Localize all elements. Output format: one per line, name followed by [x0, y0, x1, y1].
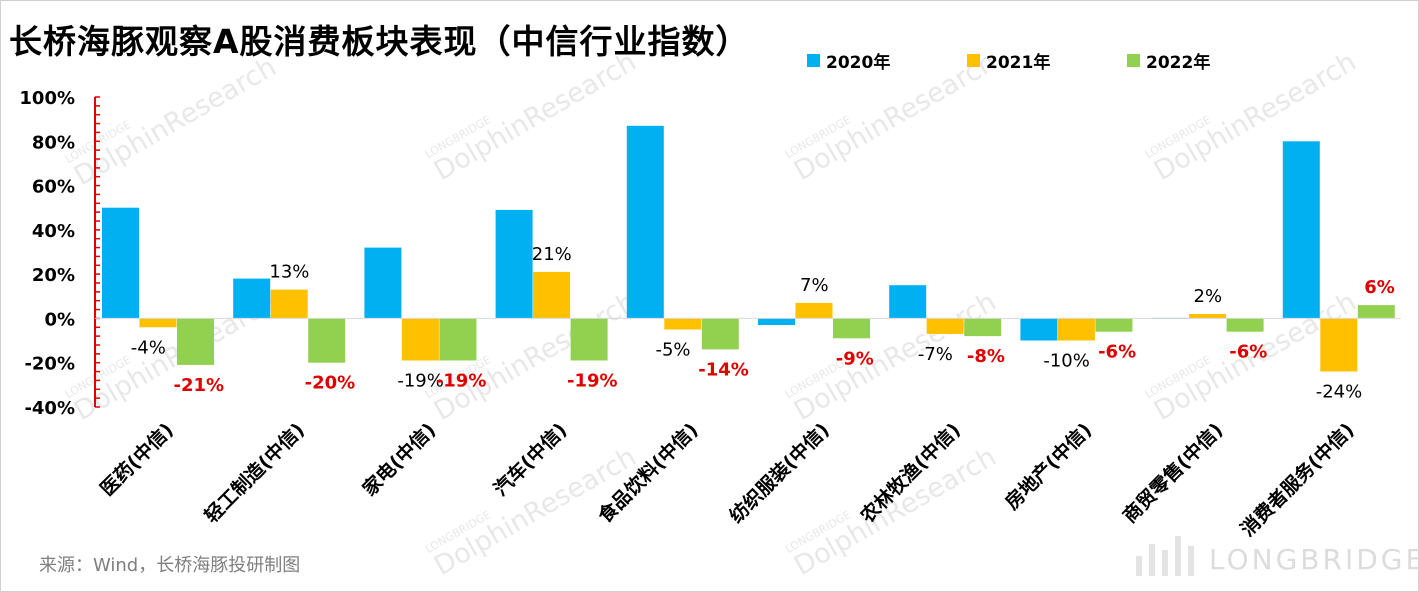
data-label-2021: 13%: [269, 262, 309, 283]
data-label-2022: -20%: [305, 373, 356, 394]
legend-label-2020: 2020年: [826, 52, 891, 73]
data-label-2022: -14%: [698, 359, 749, 380]
bar-2022年-3: [570, 318, 608, 361]
source-note: 来源：Wind，长桥海豚投研制图: [39, 555, 301, 576]
y-tick-label: 80%: [32, 132, 75, 153]
bar-2020年-1: [233, 278, 271, 319]
x-tick-label: 医药(中信): [96, 418, 178, 500]
data-label-2021: 21%: [532, 244, 572, 265]
bar-2022年-7: [1095, 318, 1133, 332]
bar-2022年-2: [439, 318, 477, 361]
data-label-2022: 6%: [1364, 277, 1395, 298]
data-label-2022: -6%: [1098, 342, 1136, 363]
data-label-2021: -24%: [1316, 382, 1363, 403]
x-tick-label: 消费者服务(中信): [1236, 418, 1359, 541]
watermark-logo-icon: [1136, 536, 1194, 576]
data-label-2022: -19%: [436, 371, 487, 392]
watermark-logo: LONGBRIDGE: [1209, 543, 1419, 576]
data-label-2021: -19%: [397, 371, 444, 392]
watermark-logo-bar: [1136, 556, 1142, 576]
x-tick-label: 纺织服装(中信): [725, 418, 834, 527]
data-label-2021: -4%: [131, 337, 166, 358]
legend-swatch-2022: [1127, 53, 1140, 67]
y-tick-label: 20%: [32, 265, 75, 286]
legend-item-2020: 2020年: [807, 48, 891, 73]
watermark-name: DolphinResearch: [69, 51, 282, 192]
data-label-2021: 2%: [1194, 286, 1223, 307]
bar-2022年-1: [308, 318, 346, 363]
y-tick-label: 0%: [44, 309, 75, 330]
watermark-name: DolphinResearch: [429, 46, 642, 187]
y-tick-label: -40%: [24, 398, 75, 419]
y-tick-label: 60%: [32, 177, 75, 198]
watermark-logo-bar: [1175, 536, 1181, 576]
legend-label-2022: 2022年: [1146, 52, 1211, 73]
x-tick-label: 轻工制造(中信): [200, 418, 309, 527]
bar-2021年-3: [533, 271, 571, 319]
legend-item-2021: 2021年: [967, 48, 1051, 73]
bar-2022年-6: [964, 318, 1002, 337]
watermark-logo-bar: [1162, 550, 1168, 576]
data-label-2022: -19%: [567, 371, 618, 392]
bar-2022年-8: [1226, 318, 1264, 332]
bar-2020年-7: [1020, 318, 1058, 341]
y-tick-label: -20%: [24, 354, 75, 375]
bar-2020年-0: [102, 207, 139, 319]
bar-2020年-5: [758, 318, 795, 325]
watermark-logo-bar: [1188, 546, 1194, 576]
legend-swatch-2021: [967, 53, 980, 67]
bar-2021年-1: [270, 289, 308, 319]
chart-title: 长桥海豚观察A股消费板块表现（中信行业指数）: [9, 22, 750, 61]
legend-swatch-2020: [807, 53, 820, 67]
bar-2021年-8: [1189, 314, 1227, 319]
legend-item-2022: 2022年: [1127, 48, 1211, 73]
bar-2021年-2: [401, 318, 439, 361]
bar-2021年-5: [795, 302, 833, 319]
legend-label-2021: 2021年: [986, 52, 1051, 73]
data-label-2021: -10%: [1043, 351, 1090, 372]
bar-2021年-0: [139, 318, 177, 328]
bar-2021年-7: [1057, 318, 1095, 341]
bar-2020年-2: [364, 247, 402, 319]
data-label-2022: -9%: [836, 348, 874, 369]
bar-2022年-9: [1357, 305, 1395, 319]
data-label-2021: -7%: [918, 344, 953, 365]
bar-2022年-0: [177, 318, 214, 365]
bar-2021年-4: [664, 318, 702, 330]
bar-2020年-9: [1282, 141, 1320, 319]
bar-2022年-5: [833, 318, 870, 339]
y-tick-label: 100%: [19, 88, 75, 109]
bar-2020年-6: [889, 285, 927, 319]
bar-2020年-4: [626, 125, 664, 319]
data-label-2021: 7%: [800, 275, 829, 296]
x-tick-label: 房地产(中信): [1000, 418, 1096, 514]
data-label-2022: -6%: [1229, 342, 1267, 363]
bar-2021年-9: [1320, 318, 1358, 372]
y-tick-label: 40%: [32, 221, 75, 242]
bar-2020年-3: [495, 209, 533, 319]
bar-2022年-4: [701, 318, 739, 350]
watermark-name: DolphinResearch: [789, 441, 1002, 582]
bar-2021年-6: [926, 318, 964, 334]
x-tick-label: 商贸零售(中信): [1118, 418, 1227, 527]
watermark-logo-bar: [1149, 544, 1155, 576]
data-label-2021: -5%: [655, 340, 690, 361]
data-label-2022: -21%: [174, 375, 225, 396]
x-tick-label: 家电(中信): [358, 418, 440, 500]
data-label-2022: -8%: [967, 346, 1005, 367]
